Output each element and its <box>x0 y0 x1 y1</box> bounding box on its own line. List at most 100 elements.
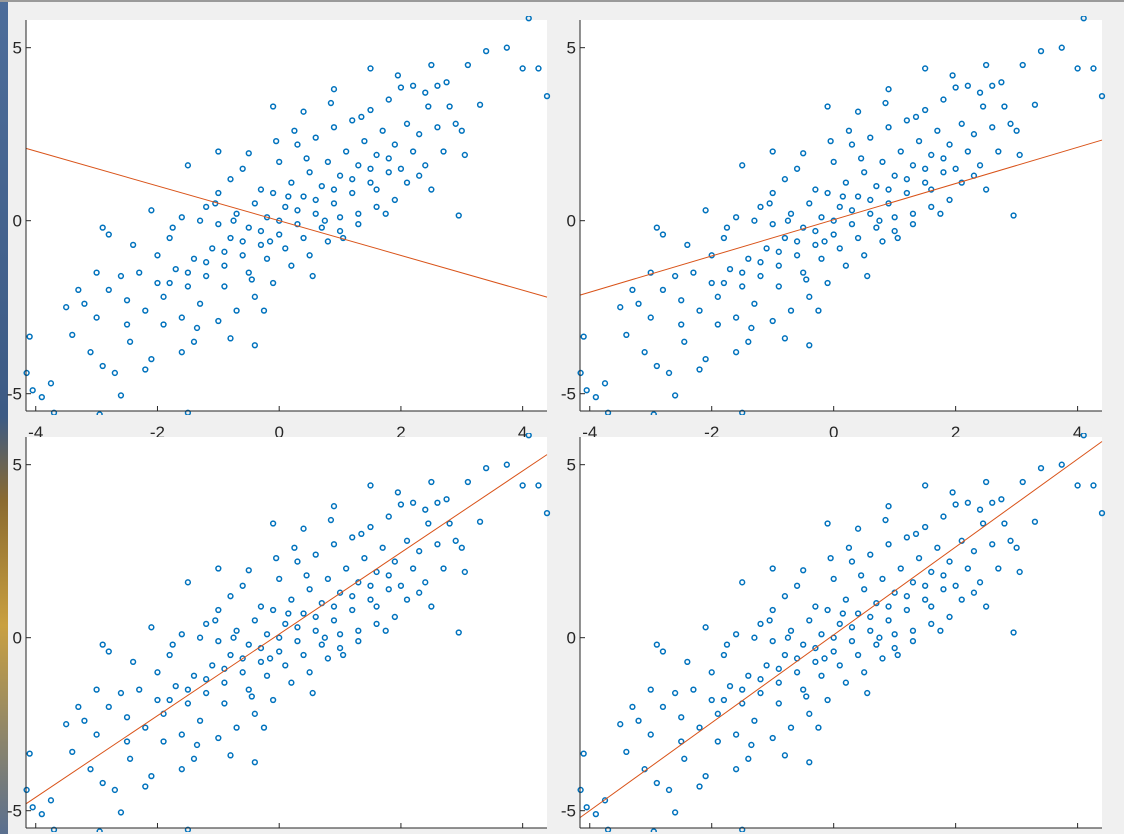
data-point <box>416 172 423 179</box>
data-point <box>291 544 298 551</box>
axes-bottom-right[interactable]: -5 0 5 <box>561 433 1106 834</box>
data-point <box>882 99 889 107</box>
data-point <box>239 582 246 589</box>
data-point <box>720 234 728 242</box>
data-point <box>864 689 871 697</box>
data-point <box>592 394 600 401</box>
data-point <box>23 786 30 794</box>
data-point <box>355 638 362 645</box>
data-point <box>221 700 228 707</box>
data-point <box>739 826 746 832</box>
data-point <box>47 797 55 804</box>
data-point <box>349 606 356 614</box>
scatter-series <box>23 433 551 832</box>
data-point <box>720 696 728 704</box>
data-point <box>93 731 100 738</box>
data-point <box>873 224 880 231</box>
data-point <box>99 224 106 231</box>
data-point <box>800 567 807 574</box>
data-point <box>96 828 103 832</box>
axes-top-left[interactable]: -505-4 -2 0 2 4 <box>7 16 551 442</box>
data-point <box>690 269 697 276</box>
data-point <box>288 179 295 186</box>
data-point <box>379 127 386 134</box>
data-point <box>312 196 319 204</box>
data-point <box>324 238 332 245</box>
data-point <box>330 541 338 548</box>
data-point <box>300 234 307 242</box>
data-point <box>300 651 307 659</box>
data-point <box>952 582 959 589</box>
data-point <box>580 333 587 340</box>
data-point <box>105 231 112 238</box>
data-point <box>309 689 316 697</box>
data-point <box>830 158 837 166</box>
data-point <box>215 606 222 614</box>
data-point <box>653 641 660 648</box>
data-point <box>671 272 679 280</box>
data-point <box>623 331 630 339</box>
data-point <box>848 638 856 645</box>
data-point <box>440 148 447 155</box>
data-point <box>269 520 277 527</box>
data-point <box>922 165 929 172</box>
data-point <box>1080 16 1087 22</box>
data-point <box>178 314 185 321</box>
data-point <box>577 369 584 377</box>
data-point <box>848 624 856 631</box>
data-point <box>793 669 801 676</box>
data-point <box>221 679 228 686</box>
data-point <box>812 241 819 249</box>
data-point <box>702 207 709 214</box>
data-point <box>836 620 843 627</box>
data-point <box>318 224 325 231</box>
data-point <box>806 759 813 766</box>
data-point <box>263 255 271 262</box>
data-point <box>867 627 874 634</box>
data-point <box>842 179 850 186</box>
data-point <box>99 779 106 787</box>
data-point <box>355 627 362 634</box>
data-point <box>854 610 862 617</box>
data-point <box>964 565 971 572</box>
data-point <box>766 200 773 207</box>
data-point <box>190 338 198 345</box>
data-point <box>739 283 746 290</box>
data-point <box>940 155 947 162</box>
data-point <box>757 272 764 280</box>
data-point <box>922 523 929 531</box>
data-point <box>288 679 295 686</box>
data-point <box>276 648 283 655</box>
data-point <box>166 651 173 659</box>
data-point <box>382 210 389 217</box>
data-point <box>434 499 441 506</box>
data-point <box>543 509 551 517</box>
data-point <box>928 203 935 210</box>
data-point <box>47 380 55 387</box>
data-point <box>525 433 532 439</box>
axes-top-right[interactable]: -505-4 -2 0 2 4 <box>561 16 1106 442</box>
data-point <box>443 496 450 503</box>
data-point <box>784 217 792 224</box>
data-point <box>745 338 752 345</box>
data-point <box>330 603 338 610</box>
data-point <box>391 558 398 565</box>
data-point <box>38 811 45 818</box>
x-tick-label: 0 <box>829 423 838 442</box>
data-point <box>160 321 167 328</box>
data-point <box>678 297 685 304</box>
data-point <box>751 634 758 641</box>
axes-bottom-left[interactable]: -5 0 5 <box>7 433 551 834</box>
data-point <box>998 79 1005 86</box>
data-point <box>203 689 210 697</box>
data-point <box>358 530 365 538</box>
data-point <box>879 575 886 583</box>
data-point <box>885 603 892 610</box>
data-point <box>330 124 338 131</box>
data-point <box>964 148 971 155</box>
data-point <box>928 603 935 610</box>
data-point <box>1019 61 1026 69</box>
data-point <box>1013 127 1020 134</box>
y-tick-label: 0 <box>567 629 576 648</box>
data-point <box>635 300 642 307</box>
